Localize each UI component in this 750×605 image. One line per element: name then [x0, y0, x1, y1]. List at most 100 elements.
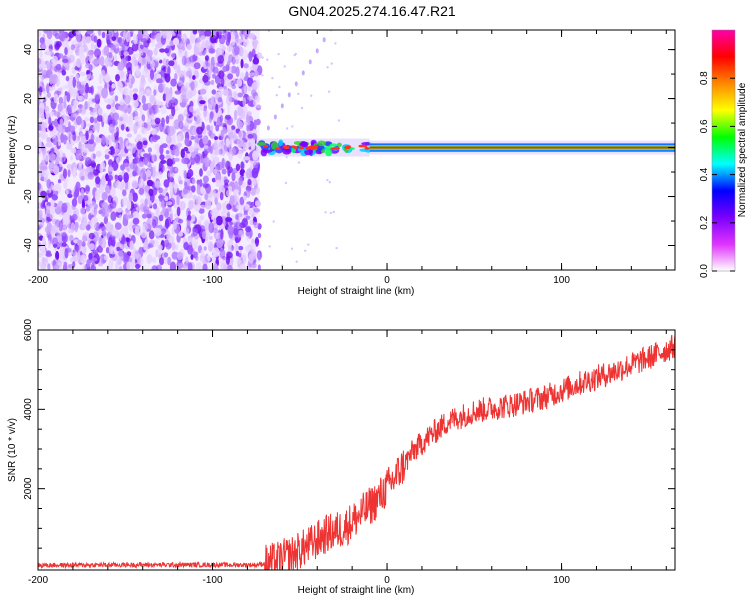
- noise-blob: [204, 199, 212, 210]
- noise-blob: [160, 104, 168, 115]
- noise-blob: [253, 208, 261, 213]
- noise-blob: [165, 115, 170, 124]
- noise-blob: [137, 120, 145, 127]
- noise-blob: [224, 114, 231, 120]
- colorbar-tick-label: 0.0: [699, 264, 710, 278]
- noise-blob: [145, 193, 150, 201]
- noise-blob: [143, 153, 150, 158]
- noise-blob: [142, 223, 148, 232]
- noise-blob: [56, 90, 62, 96]
- noise-blob: [155, 32, 162, 43]
- noise-blob: [166, 201, 173, 206]
- noise-blob: [243, 63, 249, 69]
- noise-speck: [261, 56, 264, 59]
- noise-blob: [199, 204, 206, 209]
- noise-blob: [235, 66, 240, 78]
- noise-blob: [243, 195, 247, 200]
- noise-blob: [177, 70, 185, 78]
- noise-blob: [228, 245, 233, 253]
- noise-blob: [118, 143, 123, 150]
- noise-blob: [244, 120, 251, 126]
- noise-blob: [164, 73, 171, 83]
- noise-blob: [256, 250, 263, 261]
- noise-blob: [116, 250, 124, 261]
- noise-speck: [297, 161, 301, 164]
- noise-blob: [65, 189, 69, 196]
- noise-blob: [152, 218, 157, 229]
- noise-blob: [121, 226, 125, 235]
- spectrogram-x-axis-label: Height of straight line (km): [298, 286, 415, 297]
- noise-blob: [81, 35, 88, 45]
- noise-blob: [121, 210, 127, 215]
- y-tick-label: 40: [23, 44, 34, 56]
- noise-blob: [237, 150, 243, 159]
- noise-blob: [239, 47, 244, 57]
- noise-blob: [251, 89, 257, 97]
- noise-blob: [178, 121, 184, 130]
- noise-blob: [242, 97, 246, 107]
- noise-blob: [140, 198, 145, 205]
- noise-blob: [45, 207, 51, 218]
- noise-blob: [114, 174, 119, 180]
- noise-blob: [49, 211, 55, 220]
- noise-blob: [154, 57, 161, 62]
- noise-blob: [201, 231, 207, 240]
- noise-blob: [79, 84, 85, 95]
- noise-blob: [183, 187, 188, 195]
- noise-blob: [65, 75, 70, 82]
- noise-speck: [330, 62, 333, 65]
- noise-blob: [240, 34, 245, 43]
- snr-frame: [37, 329, 676, 571]
- noise-blob: [138, 55, 142, 64]
- noise-blob: [42, 74, 49, 79]
- noise-blob: [199, 168, 203, 177]
- noise-blob: [108, 180, 112, 190]
- noise-blob: [247, 133, 254, 139]
- noise-blob: [182, 158, 188, 165]
- noise-blob: [59, 31, 66, 42]
- noise-blob: [225, 217, 233, 222]
- snr-y-axis-label: SNR (10 * v/v): [7, 418, 18, 482]
- noise-blob: [63, 213, 70, 225]
- noise-blob: [141, 213, 147, 219]
- noise-blob: [102, 112, 108, 123]
- snr-x-axis-label: Height of straight line (km): [298, 585, 415, 596]
- noise-blob: [222, 46, 227, 51]
- noise-blob: [68, 82, 74, 90]
- noise-blob: [58, 53, 64, 59]
- noise-blob: [248, 32, 256, 40]
- noise-blob: [38, 86, 43, 96]
- noise-blob: [88, 146, 95, 152]
- noise-speck: [266, 58, 269, 61]
- noise-blob: [85, 224, 91, 231]
- band-blob: [299, 142, 307, 146]
- noise-blob: [197, 30, 204, 35]
- band-core-blob: [284, 145, 290, 149]
- noise-blob: [144, 238, 149, 249]
- noise-blob: [146, 179, 154, 187]
- noise-blob: [64, 47, 68, 56]
- noise-blob: [218, 148, 223, 155]
- noise-blob: [248, 51, 253, 62]
- noise-blob: [61, 242, 67, 247]
- noise-blob: [79, 71, 86, 77]
- spectrogram-y-axis-label: Frequency (Hz): [7, 116, 18, 185]
- noise-blob: [215, 215, 223, 226]
- noise-blob: [112, 228, 118, 237]
- chirp-trace: [322, 37, 326, 43]
- noise-blob: [185, 256, 189, 264]
- noise-blob: [169, 261, 177, 270]
- noise-blob: [220, 259, 227, 265]
- noise-blob: [46, 201, 51, 207]
- noise-blob: [121, 104, 129, 112]
- noise-speck: [297, 92, 300, 96]
- noise-blob: [248, 207, 254, 216]
- noise-blob: [190, 81, 195, 91]
- noise-blob: [153, 47, 158, 56]
- noise-blob: [69, 155, 74, 161]
- noise-blob: [101, 69, 106, 80]
- noise-blob: [158, 195, 165, 200]
- noise-blob: [137, 30, 144, 39]
- band-core: [369, 146, 675, 149]
